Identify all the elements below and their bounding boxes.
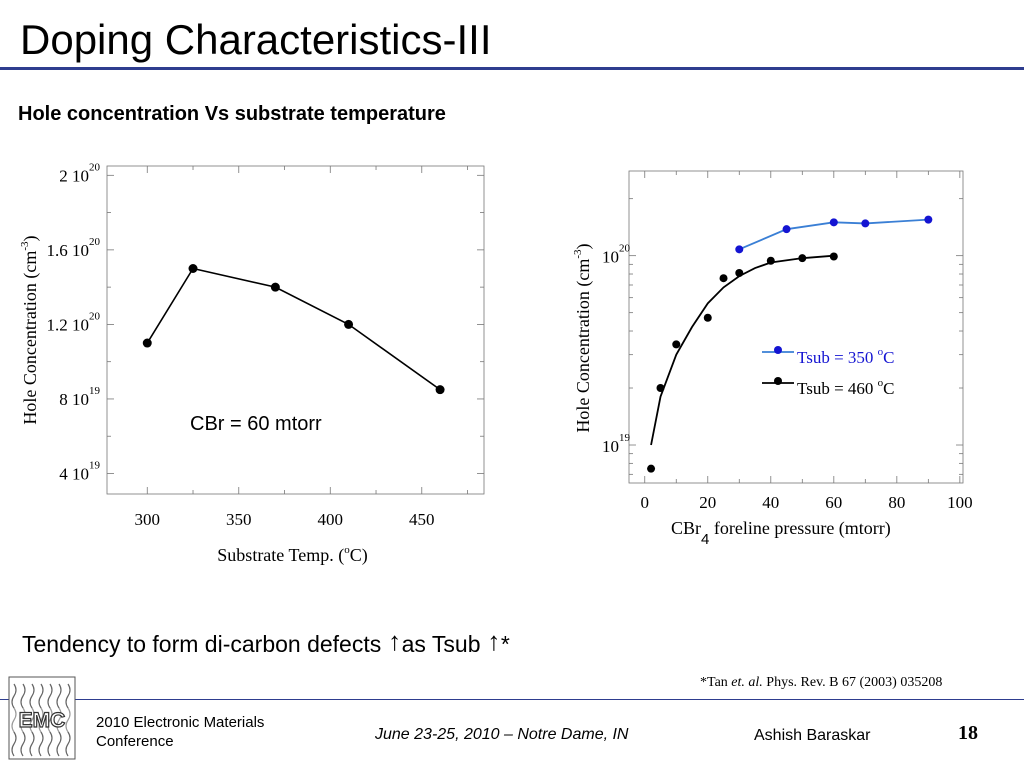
- tendency-footnote-mark: *: [500, 631, 510, 657]
- citation-prefix: *Tan: [700, 675, 732, 690]
- data-point: [270, 282, 280, 292]
- author-name: Ashish Baraskar: [754, 727, 871, 744]
- annotation-cbr: CBr = 60 mtorr: [190, 413, 322, 435]
- data-point-460: [735, 268, 744, 277]
- legend-label: Tsub = 460 oC: [797, 377, 895, 398]
- y-tick-label-exponent: 20: [619, 243, 631, 255]
- x-tick-label: 400: [318, 510, 344, 529]
- plot-frame: [628, 170, 964, 484]
- legend-marker: [774, 346, 782, 354]
- data-point: [435, 385, 445, 395]
- data-point-460: [766, 256, 775, 265]
- y-tick-label: 2 10: [59, 166, 89, 185]
- data-point: [188, 264, 198, 273]
- data-point-460: [647, 464, 656, 473]
- x-tick-label: 300: [135, 510, 161, 529]
- title-rule: [0, 67, 1024, 70]
- y-tick-label-exponent: 20: [89, 161, 101, 173]
- data-point: [344, 319, 354, 329]
- slide-subtitle: Hole concentration Vs substrate temperat…: [18, 103, 446, 125]
- y-tick-label-exponent: 19: [619, 432, 631, 444]
- x-tick-label: 350: [226, 510, 252, 529]
- data-point-460: [656, 384, 665, 393]
- conference-line1: 2010 Electronic Materials: [96, 714, 265, 731]
- data-point-350: [829, 218, 838, 227]
- data-point-460: [798, 254, 807, 263]
- x-tick-label: 40: [762, 493, 779, 512]
- tendency-statement: Tendency to form di-carbon defects ↑as T…: [22, 626, 510, 658]
- y-axis-label: Hole Concentration (cm-3): [19, 235, 41, 424]
- series-line-460: [650, 254, 834, 446]
- page-number: 18: [958, 722, 978, 744]
- citation: *Tan et. al. Phys. Rev. B 67 (2003) 0352…: [700, 675, 942, 691]
- y-tick-label: 10: [602, 248, 619, 267]
- tendency-text: Tendency to form di-carbon defects: [22, 631, 382, 657]
- y-tick-label: 8 10: [59, 390, 89, 409]
- y-tick-label-exponent: 19: [89, 385, 101, 397]
- x-tick-label: 0: [641, 493, 650, 512]
- y-tick-label-exponent: 19: [89, 460, 101, 472]
- data-point-460: [672, 340, 681, 349]
- legend-label: Tsub = 350 oC: [797, 346, 895, 367]
- conference-name: 2010 Electronic Materials Conference: [96, 713, 264, 751]
- plot-frame: [106, 165, 485, 495]
- y-tick-label-exponent: 20: [89, 310, 101, 322]
- data-point-350: [924, 215, 933, 224]
- legend-marker: [774, 377, 782, 385]
- y-tick-label-exponent: 20: [89, 236, 101, 248]
- svg-text:EMC: EMC: [19, 709, 66, 732]
- conference-date: June 23-25, 2010 – Notre Dame, IN: [375, 726, 629, 743]
- x-tick-label: 60: [825, 493, 842, 512]
- y-axis-label: Hole Concentration (cm-3): [572, 243, 594, 432]
- up-arrow-icon: ↑: [388, 626, 402, 656]
- y-tick-label: 1.6 10: [47, 241, 90, 260]
- emc-logo: EMC: [8, 676, 76, 760]
- y-tick-label: 10: [602, 437, 619, 456]
- y-tick-label: 1.2 10: [47, 315, 90, 334]
- y-tick-label: 4 10: [59, 465, 89, 484]
- data-point-350: [861, 219, 870, 228]
- citation-suffix: Phys. Rev. B 67 (2003) 035208: [762, 675, 943, 690]
- data-point-460: [829, 252, 838, 261]
- x-tick-label: 80: [888, 493, 905, 512]
- data-point-350: [782, 225, 791, 234]
- tendency-tsub-text: as Tsub: [401, 631, 481, 657]
- data-point-460: [703, 313, 712, 322]
- citation-italic: et. al.: [731, 675, 763, 690]
- data-point-350: [735, 245, 744, 254]
- data-point: [142, 338, 152, 348]
- up-arrow-icon: ↑: [487, 626, 501, 656]
- x-tick-label: 100: [947, 493, 973, 512]
- x-tick-label: 450: [409, 510, 435, 529]
- slide-title: Doping Characteristics-III: [20, 16, 492, 63]
- footer-rule: [0, 699, 1024, 700]
- data-point-460: [719, 274, 728, 283]
- x-axis-label: Substrate Temp. (oC): [217, 544, 367, 566]
- x-axis-label: CBr4 foreline pressure (mtorr): [671, 518, 891, 548]
- x-tick-label: 20: [699, 493, 716, 512]
- conference-line2: Conference: [96, 733, 174, 750]
